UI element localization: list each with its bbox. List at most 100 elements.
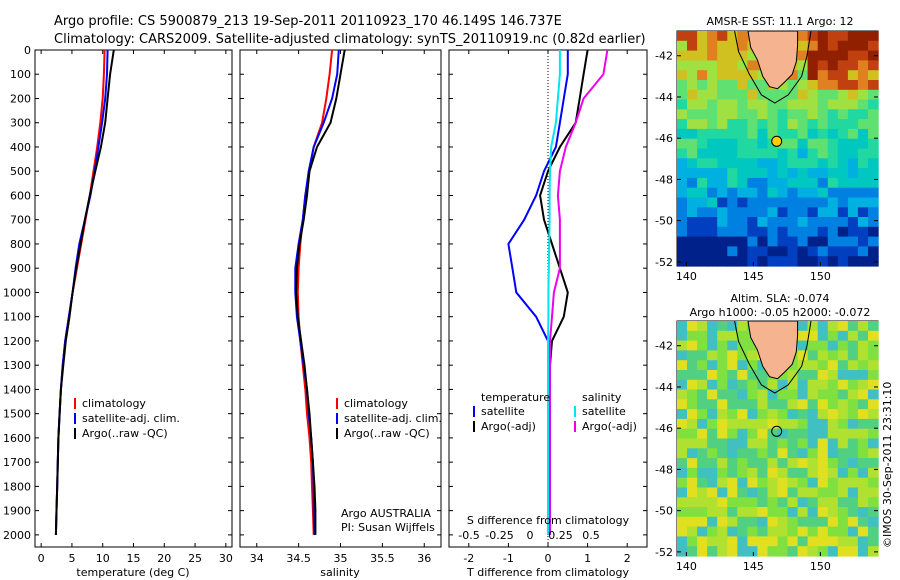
map-cell: [707, 438, 718, 449]
map-cell: [687, 31, 698, 42]
map-cell: [797, 507, 809, 518]
map-cell: [857, 128, 869, 140]
map-cell: [687, 546, 698, 557]
map-cell: [707, 487, 718, 498]
map-cell: [797, 428, 809, 440]
map-cell: [857, 80, 869, 91]
map-cell: [707, 477, 718, 489]
salinity-plot-frame: [239, 49, 442, 548]
lon-tick-label: 145: [743, 560, 764, 573]
map-cell: [827, 350, 839, 361]
map-cell: [697, 236, 708, 247]
map-cell: [787, 119, 799, 130]
map-cell: [797, 89, 809, 101]
map-cell: [707, 168, 718, 179]
map-cell: [807, 119, 819, 130]
map-cell: [727, 536, 738, 547]
map-cell: [687, 99, 698, 110]
map-cell: [717, 138, 728, 150]
map-cell: [687, 138, 698, 150]
map-cell: [857, 418, 869, 430]
map-cell: [817, 438, 829, 449]
map-cell: [697, 226, 708, 238]
map-cell: [687, 128, 698, 140]
map-cell: [697, 418, 708, 430]
map-cell: [817, 89, 829, 101]
legend-label-satellite: satellite-adj. clim.: [82, 412, 180, 425]
map-cell: [747, 256, 759, 267]
map-cell: [737, 428, 748, 440]
map-cell: [827, 217, 839, 228]
map-cell: [717, 187, 728, 199]
map-cell: [777, 497, 789, 508]
map-cell: [727, 168, 738, 179]
map-cell: [837, 89, 849, 101]
map-cell: [797, 168, 809, 179]
map-cell: [727, 99, 738, 110]
map-cell: [817, 379, 829, 391]
map-cell: [757, 448, 769, 459]
map-cell: [737, 226, 748, 238]
map-cell: [697, 80, 708, 91]
map-cell: [727, 516, 738, 528]
map-cell: [707, 70, 718, 81]
map-cell: [727, 187, 738, 199]
map-cell: [857, 458, 869, 469]
map-cell: [807, 128, 819, 140]
map-cell: [807, 330, 819, 342]
map-cell: [737, 148, 748, 159]
map-cell: [837, 516, 849, 528]
map-cell: [677, 340, 688, 351]
map-cell: [767, 236, 779, 247]
x-tick-label: 5: [68, 552, 75, 565]
map-cell: [737, 536, 748, 547]
map-cell: [727, 70, 738, 81]
map-cell: [677, 256, 688, 267]
map-cell: [817, 50, 829, 61]
map-cell: [787, 438, 799, 449]
map-cell: [777, 177, 789, 189]
series-line-satellite-2: [547, 50, 561, 535]
map-cell: [747, 516, 759, 528]
map-cell: [687, 40, 698, 52]
map-cell: [847, 487, 859, 498]
map-cell: [827, 40, 839, 52]
map-cell: [697, 516, 708, 528]
coastal-outline: [734, 320, 812, 394]
map-cell: [747, 389, 759, 400]
map-cell: [817, 256, 829, 267]
map-cell: [767, 458, 779, 469]
map-cell: [677, 148, 688, 159]
salinity-legend: climatology satellite-adj. clim. Argo(..…: [336, 397, 442, 440]
map-cell: [817, 321, 829, 332]
map-cell: [827, 516, 839, 528]
map-cell: [697, 119, 708, 130]
map-cell: [697, 40, 708, 52]
map-cell: [837, 467, 849, 479]
map-cell: [868, 330, 879, 342]
sla-map-title-line2: Argo h1000: -0.05 h2000: -0.072: [690, 306, 871, 319]
map-cell: [797, 330, 809, 342]
map-cell: [868, 177, 879, 189]
map-cell: [717, 428, 728, 440]
map-cell: [837, 428, 849, 440]
map-cell: [747, 399, 759, 410]
map-cell: [817, 330, 829, 342]
map-cell: [837, 448, 849, 459]
map-cell: [827, 138, 839, 150]
map-cell: [817, 497, 829, 508]
map-cell: [847, 330, 859, 342]
map-cell: [707, 428, 718, 440]
map-cell: [837, 168, 849, 179]
map-cell: [737, 438, 748, 449]
map-cell: [787, 158, 799, 169]
map-cell: [717, 321, 728, 332]
map-cell: [687, 187, 698, 199]
map-cell: [797, 409, 809, 420]
map-cell: [677, 370, 688, 381]
map-cell: [717, 89, 728, 101]
map-cell: [707, 256, 718, 267]
map-cell: [747, 487, 759, 498]
map-cell: [797, 207, 809, 218]
map-cell: [787, 89, 799, 101]
